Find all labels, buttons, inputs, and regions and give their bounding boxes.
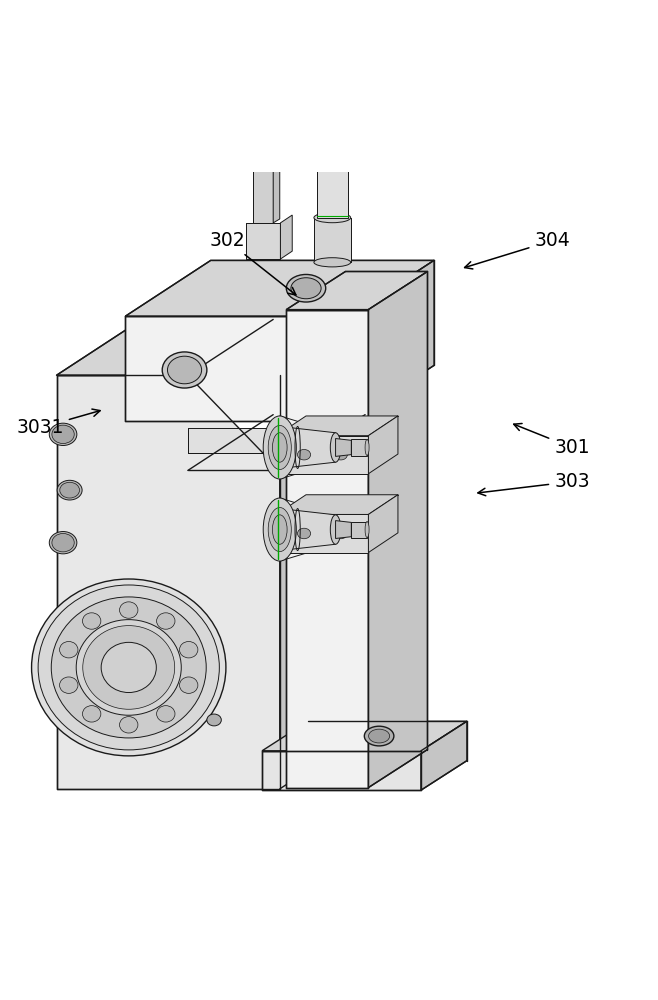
Polygon shape [280,215,292,259]
Polygon shape [276,495,398,514]
Polygon shape [336,521,351,538]
Text: 3031: 3031 [16,409,100,437]
Polygon shape [280,426,336,468]
Ellipse shape [365,522,369,538]
Polygon shape [336,439,351,456]
Polygon shape [368,416,398,474]
Text: 301: 301 [514,423,590,457]
Ellipse shape [268,425,291,470]
Ellipse shape [334,449,347,460]
Polygon shape [188,375,280,470]
Ellipse shape [334,528,347,539]
Polygon shape [188,428,349,453]
Polygon shape [351,522,367,538]
Ellipse shape [365,726,394,746]
Text: 302: 302 [209,231,296,295]
Ellipse shape [297,449,311,460]
Ellipse shape [330,515,341,544]
Ellipse shape [51,597,206,738]
Ellipse shape [82,706,101,722]
Ellipse shape [49,532,77,554]
Polygon shape [253,167,273,223]
Ellipse shape [272,515,287,544]
Ellipse shape [120,602,138,618]
Ellipse shape [168,356,201,384]
Ellipse shape [263,416,296,479]
Ellipse shape [60,641,78,658]
Ellipse shape [83,626,174,709]
Ellipse shape [253,163,273,171]
Text: 303: 303 [478,472,590,496]
Ellipse shape [330,433,341,462]
Polygon shape [314,218,351,262]
Ellipse shape [157,613,175,629]
Polygon shape [280,319,365,789]
Ellipse shape [316,158,348,166]
Polygon shape [276,436,368,474]
Ellipse shape [297,528,311,539]
Polygon shape [351,439,367,456]
Polygon shape [262,751,421,790]
Ellipse shape [365,439,369,456]
Ellipse shape [314,213,351,223]
Polygon shape [286,310,368,788]
Ellipse shape [291,278,321,299]
Polygon shape [273,163,280,223]
Polygon shape [421,721,467,790]
Ellipse shape [180,641,198,658]
Ellipse shape [368,729,390,743]
Ellipse shape [38,585,219,750]
Ellipse shape [57,480,82,500]
Ellipse shape [268,507,291,552]
Polygon shape [57,319,365,375]
Ellipse shape [286,274,326,302]
Ellipse shape [49,423,77,446]
Polygon shape [126,316,349,421]
Ellipse shape [163,352,207,388]
Ellipse shape [60,482,80,498]
Ellipse shape [120,717,138,733]
Ellipse shape [52,425,74,444]
Ellipse shape [207,714,221,726]
Polygon shape [126,260,434,316]
Ellipse shape [180,677,198,693]
Polygon shape [57,375,280,789]
Ellipse shape [60,677,78,693]
Polygon shape [349,260,434,421]
Polygon shape [246,223,280,259]
Polygon shape [368,271,428,788]
Ellipse shape [263,498,296,561]
Ellipse shape [82,613,101,629]
Polygon shape [286,271,428,310]
Polygon shape [368,495,398,553]
Polygon shape [316,162,348,218]
Polygon shape [262,721,467,751]
Ellipse shape [32,579,226,756]
Ellipse shape [76,620,181,715]
Ellipse shape [52,533,74,552]
Polygon shape [276,514,368,553]
Ellipse shape [101,642,157,693]
Ellipse shape [314,258,351,267]
Polygon shape [280,509,336,551]
Text: 304: 304 [465,231,570,269]
Ellipse shape [157,706,175,722]
Ellipse shape [272,433,287,462]
Polygon shape [276,416,398,436]
